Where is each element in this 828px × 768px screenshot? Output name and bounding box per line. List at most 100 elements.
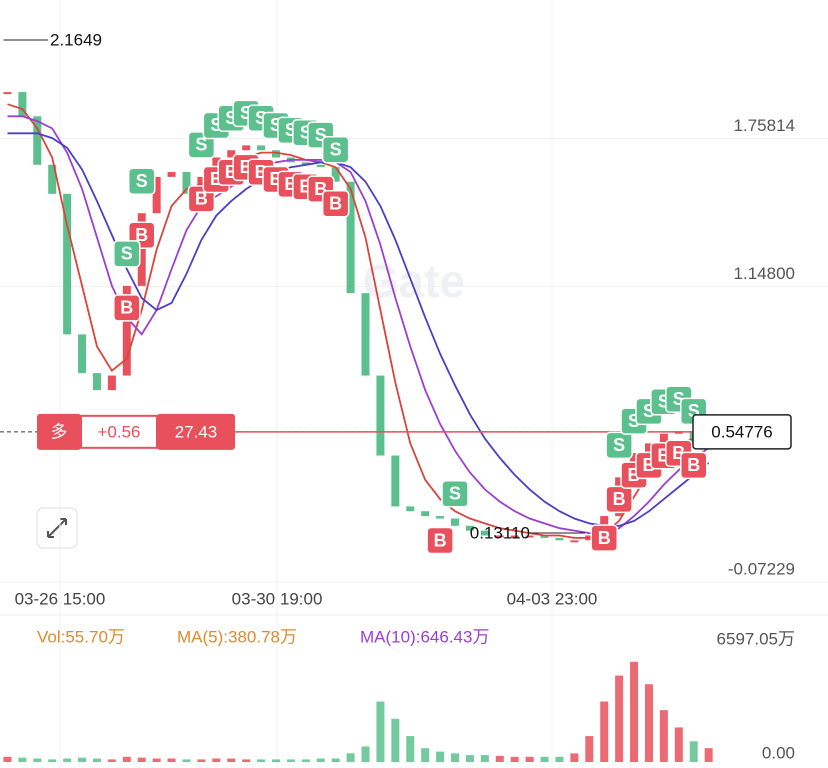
- marker-badge: [321, 135, 350, 164]
- volume-bar: [301, 759, 310, 762]
- watermark: Gate: [363, 255, 465, 307]
- position-side: 多: [51, 422, 68, 441]
- x-tick-label: 03-26 15:00: [15, 589, 106, 608]
- x-tick-label: 03-30 19:00: [232, 589, 323, 608]
- volume-bar: [451, 753, 460, 762]
- vol-tick-label: 0.00: [762, 743, 795, 762]
- volume-bar: [316, 758, 325, 762]
- marker-badge: [113, 294, 141, 322]
- buy-marker: B: [426, 526, 454, 555]
- volume-bar: [257, 759, 266, 762]
- buy-marker: B: [605, 485, 633, 514]
- volume-bar: [346, 753, 355, 762]
- volume-bar: [525, 756, 534, 762]
- marker-label: S: [121, 244, 133, 264]
- volume-bar: [107, 759, 116, 762]
- volume-bar: [33, 758, 42, 762]
- marker-badge: [113, 240, 141, 268]
- buy-marker: B: [321, 189, 350, 218]
- candle: [346, 181, 355, 294]
- volume-bar: [436, 751, 445, 762]
- candle: [451, 518, 460, 526]
- sell-marker: S: [321, 135, 350, 164]
- candle: [92, 373, 101, 391]
- candle: [48, 164, 57, 194]
- sell-marker: S: [127, 167, 156, 195]
- marker-label: B: [687, 455, 700, 475]
- sell-marker: S: [113, 240, 141, 268]
- candle: [510, 535, 519, 538]
- volume-bar: [182, 759, 191, 762]
- volume-bar: [704, 748, 713, 762]
- vol-ma10-label: MA(10):646.43万: [360, 627, 489, 646]
- volume-bar: [644, 684, 653, 762]
- volume-bar: [212, 758, 221, 762]
- volume-bar: [122, 756, 131, 762]
- volume-bar: [92, 758, 101, 762]
- candle: [107, 375, 116, 391]
- candle: [555, 537, 564, 541]
- candle: [167, 172, 176, 177]
- vol-tick-label: 6597.05万: [717, 629, 795, 648]
- candle: [525, 535, 534, 538]
- candle: [122, 285, 131, 376]
- current-price-box: [692, 414, 792, 450]
- marker-label: B: [120, 298, 133, 318]
- volume-bar: [137, 757, 146, 762]
- marker-badge: [321, 189, 350, 218]
- candle: [242, 145, 251, 151]
- marker-label: S: [195, 135, 207, 155]
- marker-badge: [441, 480, 469, 508]
- current-price-label: 0.54776: [711, 422, 772, 441]
- candle: [570, 540, 579, 543]
- low-label: 0.13110: [470, 523, 530, 542]
- position-size: 27.43: [175, 422, 218, 441]
- candle: [316, 164, 325, 168]
- candle: [33, 116, 42, 165]
- marker-label: B: [195, 189, 208, 209]
- volume-bar: [361, 746, 370, 762]
- volume-bar: [406, 736, 415, 762]
- marker-badge: [590, 524, 618, 552]
- candle: [137, 213, 146, 286]
- marker-label: S: [330, 139, 342, 159]
- marker-badge: [605, 431, 633, 460]
- sell-marker: S: [605, 431, 633, 460]
- vol-label: Vol:55.70万: [37, 627, 125, 646]
- candle: [78, 334, 87, 374]
- x-tick-label: 04-03 23:00: [507, 589, 598, 608]
- marker-badge: [605, 485, 633, 514]
- ma-line: [7, 115, 710, 534]
- volume-bar: [227, 758, 236, 762]
- volume-bar: [18, 757, 27, 762]
- candle: [480, 530, 489, 536]
- candle: [465, 525, 474, 531]
- volume-bar: [286, 759, 295, 762]
- candle: [421, 511, 430, 517]
- candle: [540, 535, 549, 538]
- marker-label: B: [135, 225, 148, 245]
- volume-bar: [3, 756, 12, 762]
- candle: [376, 375, 385, 456]
- marker-label: B: [613, 489, 626, 509]
- expand-button[interactable]: [36, 507, 78, 549]
- candle: [659, 433, 668, 444]
- marker-label: S: [136, 171, 148, 191]
- volume-bar: [331, 758, 340, 762]
- y-tick-label: 1.75814: [734, 116, 795, 135]
- volume-bar: [570, 753, 579, 762]
- candle: [3, 92, 12, 95]
- candle: [436, 516, 445, 519]
- volume-bar: [272, 759, 280, 762]
- volume-bar: [480, 755, 489, 762]
- buy-marker: B: [590, 524, 618, 552]
- candle: [644, 443, 653, 454]
- volume-bar: [615, 675, 624, 762]
- volume-bar: [197, 759, 206, 762]
- marker-label: B: [598, 528, 611, 548]
- y-tick-label: 1.14800: [734, 264, 795, 283]
- marker-label: B: [329, 193, 342, 213]
- marker-badge: [679, 451, 708, 480]
- volume-bar: [242, 759, 251, 762]
